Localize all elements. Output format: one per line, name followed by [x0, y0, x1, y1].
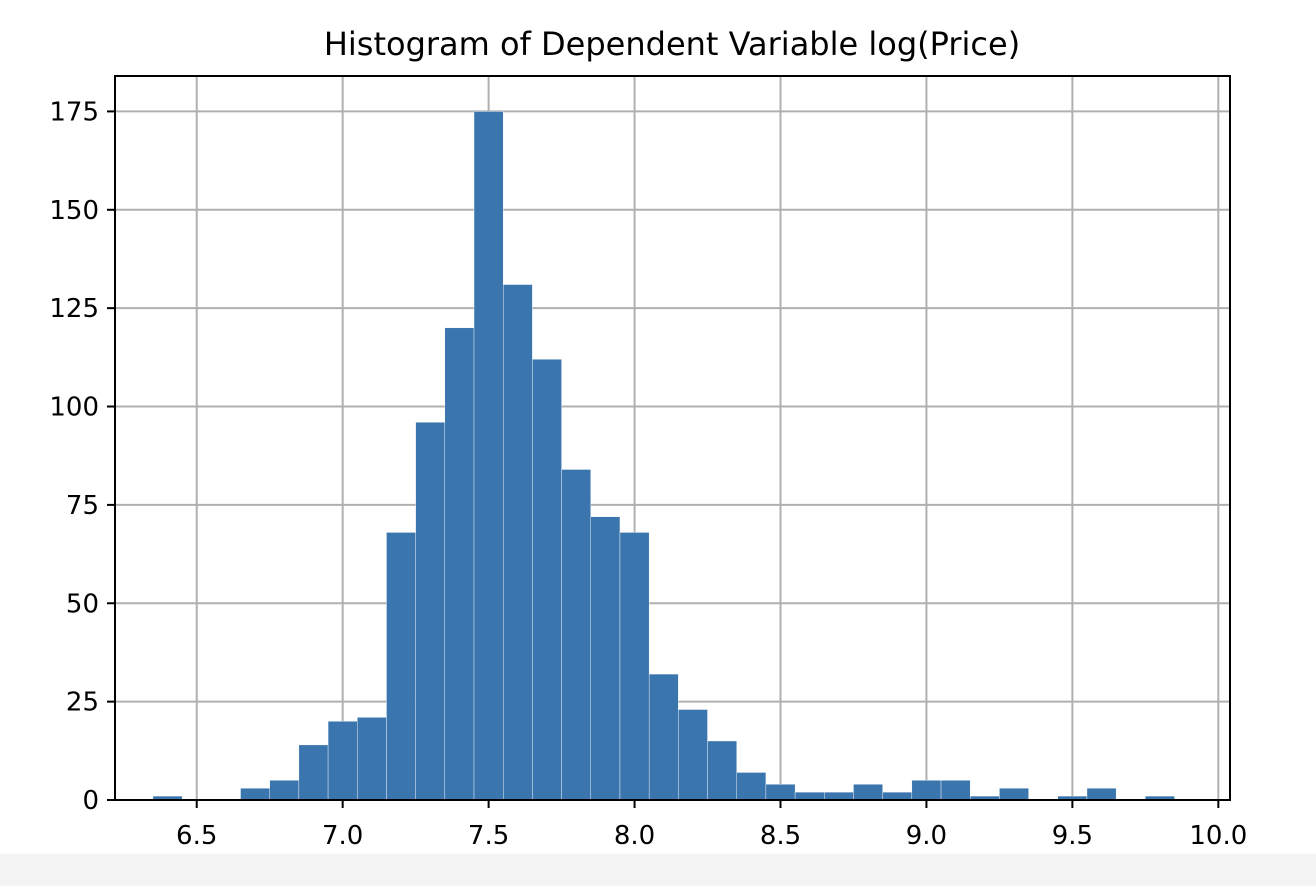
histogram-bar [415, 422, 446, 801]
histogram-bar [327, 721, 358, 801]
histogram-bar [824, 791, 854, 801]
grid-lines [115, 76, 1230, 801]
histogram-bar [298, 744, 329, 801]
histogram-bar [648, 673, 679, 801]
histogram-bar [473, 111, 504, 801]
histogram-bar [853, 784, 883, 801]
x-tick-label: 8.5 [760, 821, 801, 851]
histogram-bar [561, 469, 591, 801]
histogram-bar [619, 532, 650, 801]
x-tick-label: 9.5 [1052, 821, 1093, 851]
histogram-bar [590, 516, 621, 801]
histogram-bar [357, 717, 387, 801]
histogram-bar [444, 327, 475, 801]
histogram-bar [882, 791, 913, 801]
histogram-bar [678, 709, 708, 801]
y-tick-label: 0 [82, 786, 99, 816]
window-bottom-strip [0, 854, 1316, 886]
y-axis: 0 25 50 75 100 125 150 175 [49, 97, 115, 816]
chart-title: Histogram of Dependent Variable log(Pric… [324, 25, 1020, 63]
histogram-bar [794, 791, 825, 801]
histogram-bar [999, 787, 1029, 801]
histogram-bar [765, 784, 796, 801]
histogram-bar [269, 780, 300, 801]
x-tick-label: 7.5 [468, 821, 509, 851]
histogram-bar [940, 780, 971, 801]
x-axis: 6.5 7.0 7.5 8.0 8.5 9.0 9.5 10.0 [176, 800, 1247, 851]
y-tick-label: 75 [66, 491, 99, 521]
histogram-bar [911, 780, 942, 801]
histogram-bar [532, 359, 562, 801]
histogram-bar [1086, 787, 1117, 801]
y-tick-label: 25 [66, 688, 99, 718]
histogram-bars [152, 111, 1175, 801]
y-tick-label: 125 [49, 294, 99, 324]
histogram-bar [386, 532, 416, 801]
y-tick-label: 150 [49, 196, 99, 226]
plot-frame [114, 75, 1231, 801]
x-tick-label: 9.0 [906, 821, 947, 851]
histogram-bar [503, 284, 533, 801]
x-tick-label: 10.0 [1189, 821, 1247, 851]
histogram-bar [707, 740, 737, 801]
y-tick-label: 100 [49, 393, 99, 423]
x-tick-label: 8.0 [614, 821, 655, 851]
x-tick-label: 7.0 [322, 821, 363, 851]
histogram-bar [736, 772, 767, 801]
histogram-bar [240, 787, 270, 801]
y-tick-label: 50 [66, 589, 99, 619]
x-tick-label: 6.5 [176, 821, 217, 851]
y-tick-label: 175 [49, 97, 99, 127]
